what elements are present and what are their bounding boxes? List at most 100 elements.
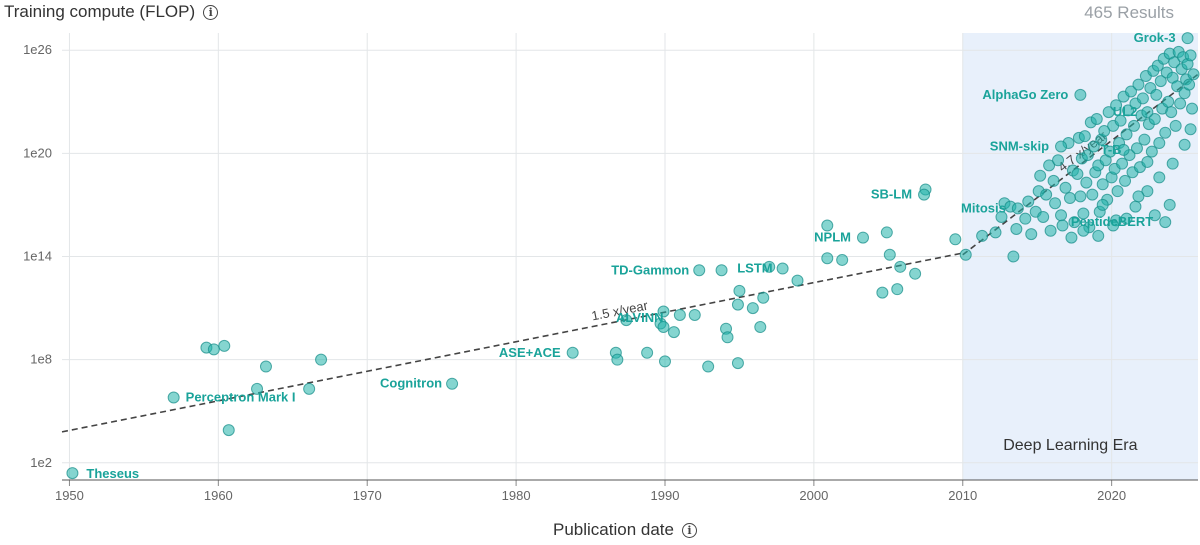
data-point (1059, 181, 1072, 194)
info-icon[interactable]: i (681, 522, 697, 538)
data-point (1130, 142, 1143, 155)
point-label: UL2 (1113, 104, 1138, 119)
data-point (821, 219, 834, 232)
data-point (1098, 124, 1111, 137)
trend-line (61, 252, 963, 433)
data-point (909, 267, 922, 280)
data-point (1116, 157, 1129, 170)
data-point (667, 326, 680, 339)
data-point (995, 210, 1008, 223)
data-point (657, 320, 670, 333)
data-point (1153, 171, 1166, 184)
x-tick-label: 1990 (651, 488, 680, 503)
data-point (1096, 178, 1109, 191)
data-point (1080, 176, 1093, 189)
data-point (620, 314, 633, 327)
point-label: Theseus (86, 466, 139, 481)
data-point (1025, 228, 1038, 241)
data-point (836, 253, 849, 266)
data-point (1174, 97, 1187, 110)
data-point (1117, 143, 1130, 156)
data-point (688, 308, 701, 321)
data-point (167, 391, 180, 404)
data-point (1141, 155, 1154, 168)
data-point (949, 233, 962, 246)
data-point (1074, 190, 1087, 203)
data-point (1166, 157, 1179, 170)
data-point (733, 284, 746, 297)
data-point (1159, 216, 1172, 229)
data-point (1040, 188, 1053, 201)
data-point (1007, 250, 1020, 263)
data-point (721, 331, 734, 344)
data-point (1184, 49, 1197, 62)
y-tick-label: 1e26 (23, 42, 52, 57)
data-point (1184, 123, 1197, 136)
data-point (1019, 212, 1032, 225)
data-point (446, 377, 459, 390)
y-tick-label: 1e20 (23, 145, 52, 160)
data-point (791, 274, 804, 287)
point-label: PeptideBERT (1071, 214, 1153, 229)
data-point (1049, 197, 1062, 210)
data-point (1055, 140, 1068, 153)
data-point (1132, 78, 1145, 91)
x-tick-label: 2000 (799, 488, 828, 503)
data-point (1150, 88, 1163, 101)
data-point (1120, 128, 1133, 141)
data-point (1078, 130, 1091, 143)
data-point (1065, 231, 1078, 244)
data-point (1047, 174, 1060, 187)
data-point (1141, 185, 1154, 198)
data-point (1153, 137, 1166, 150)
point-label: Cognitron (380, 376, 442, 391)
data-point (259, 360, 272, 373)
info-icon[interactable]: i (203, 4, 219, 20)
point-label: NPLM (814, 230, 851, 245)
data-point (1111, 185, 1124, 198)
data-point (1178, 138, 1191, 151)
data-point (1145, 145, 1158, 158)
data-point (673, 308, 686, 321)
data-point (315, 353, 328, 366)
data-point (1102, 106, 1115, 119)
data-point (1077, 207, 1090, 220)
data-point (1148, 112, 1161, 125)
data-point (1148, 209, 1161, 222)
data-point (1010, 222, 1023, 235)
data-point (1034, 169, 1047, 182)
data-point (1092, 229, 1105, 242)
point-label: ALVINN (616, 310, 663, 325)
data-point (658, 355, 671, 368)
data-point (1044, 224, 1057, 237)
data-point (611, 353, 624, 366)
point-label: SNM-skip (990, 138, 1049, 153)
data-point (918, 188, 931, 201)
data-point (1104, 145, 1117, 158)
data-point (641, 346, 654, 359)
data-point (1052, 154, 1065, 167)
data-point (1165, 106, 1178, 119)
data-point (1081, 149, 1094, 162)
data-point (857, 231, 870, 244)
data-point (1055, 209, 1068, 222)
data-point (1119, 174, 1132, 187)
point-label: Perceptron Mark I (186, 389, 296, 404)
data-point (1127, 119, 1140, 132)
data-point (894, 260, 907, 273)
point-label: AlphaGo Zero (982, 87, 1068, 102)
data-point (754, 320, 767, 333)
data-point (1159, 126, 1172, 139)
point-label: ASE+ACE (499, 345, 561, 360)
data-point (1043, 159, 1056, 172)
data-point (876, 286, 889, 299)
data-point (1183, 78, 1196, 91)
x-tick-label: 1950 (55, 488, 84, 503)
data-point (222, 424, 235, 437)
data-point (1077, 224, 1090, 237)
data-point (891, 283, 904, 296)
x-axis-title-text: Publication date (553, 520, 674, 539)
data-point (763, 260, 776, 273)
data-point (959, 248, 972, 261)
